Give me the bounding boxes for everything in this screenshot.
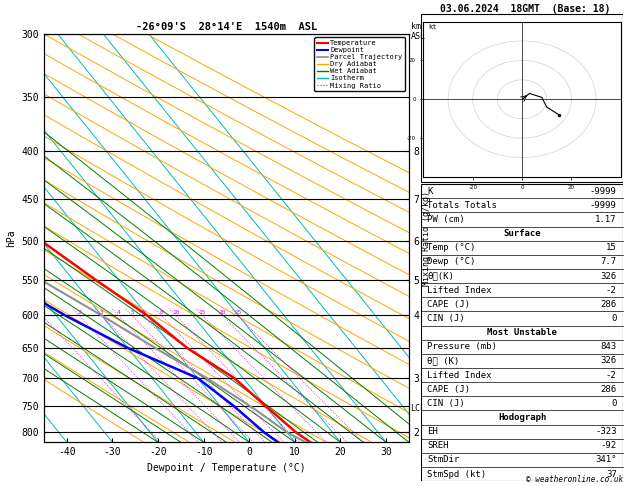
Text: 843: 843	[601, 342, 616, 351]
Text: Most Unstable: Most Unstable	[487, 328, 557, 337]
Text: 0: 0	[611, 314, 616, 323]
Text: 10: 10	[172, 311, 179, 315]
Text: 15: 15	[606, 243, 616, 252]
Text: 286: 286	[601, 385, 616, 394]
Text: 8: 8	[159, 311, 163, 315]
Text: Hodograph: Hodograph	[498, 413, 546, 422]
Text: 0: 0	[611, 399, 616, 408]
Text: 5: 5	[130, 311, 134, 315]
Text: Temp (°C): Temp (°C)	[428, 243, 476, 252]
Text: kt: kt	[428, 24, 437, 30]
Text: CIN (J): CIN (J)	[428, 399, 465, 408]
Text: 3: 3	[100, 311, 104, 315]
Text: -323: -323	[595, 427, 616, 436]
Text: -2: -2	[606, 370, 616, 380]
Text: 1.17: 1.17	[595, 215, 616, 224]
Text: 25: 25	[234, 311, 242, 315]
Bar	[421, 15, 623, 182]
Text: StmDir: StmDir	[428, 455, 460, 465]
Text: km
ASL: km ASL	[411, 22, 426, 41]
Text: 7.7: 7.7	[601, 258, 616, 266]
Text: LCL: LCL	[410, 404, 425, 413]
Text: CIN (J): CIN (J)	[428, 314, 465, 323]
Text: Lifted Index: Lifted Index	[428, 286, 492, 295]
Text: 326: 326	[601, 272, 616, 280]
Text: CAPE (J): CAPE (J)	[428, 300, 470, 309]
Text: EH: EH	[428, 427, 438, 436]
Bar	[421, 184, 623, 481]
Text: StmSpd (kt): StmSpd (kt)	[428, 469, 487, 479]
Text: θᴄ(K): θᴄ(K)	[428, 272, 454, 280]
Text: 20: 20	[218, 311, 226, 315]
Text: Pressure (mb): Pressure (mb)	[428, 342, 498, 351]
Text: CAPE (J): CAPE (J)	[428, 385, 470, 394]
Text: -92: -92	[601, 441, 616, 451]
Text: 37: 37	[606, 469, 616, 479]
Text: PW (cm): PW (cm)	[428, 215, 465, 224]
Text: -9999: -9999	[590, 187, 616, 196]
Text: θᴄ (K): θᴄ (K)	[428, 356, 460, 365]
X-axis label: Dewpoint / Temperature (°C): Dewpoint / Temperature (°C)	[147, 463, 306, 473]
Text: 341°: 341°	[595, 455, 616, 465]
Text: Lifted Index: Lifted Index	[428, 370, 492, 380]
Text: 286: 286	[601, 300, 616, 309]
Text: 03.06.2024  18GMT  (Base: 18): 03.06.2024 18GMT (Base: 18)	[440, 4, 610, 14]
Text: Dewp (°C): Dewp (°C)	[428, 258, 476, 266]
Title: -26°09'S  28°14'E  1540m  ASL: -26°09'S 28°14'E 1540m ASL	[136, 22, 317, 32]
Y-axis label: Mixing Ratio (g/kg): Mixing Ratio (g/kg)	[422, 191, 431, 286]
Text: SREH: SREH	[428, 441, 449, 451]
Text: -2: -2	[606, 286, 616, 295]
Text: 2: 2	[77, 311, 81, 315]
Legend: Temperature, Dewpoint, Parcel Trajectory, Dry Adiabat, Wet Adiabat, Isotherm, Mi: Temperature, Dewpoint, Parcel Trajectory…	[314, 37, 405, 91]
Text: 4: 4	[117, 311, 121, 315]
Y-axis label: hPa: hPa	[6, 229, 16, 247]
Text: Totals Totals: Totals Totals	[428, 201, 498, 210]
Text: 6: 6	[142, 311, 145, 315]
Text: 15: 15	[199, 311, 206, 315]
Text: Surface: Surface	[503, 229, 541, 238]
Text: -9999: -9999	[590, 201, 616, 210]
Text: 326: 326	[601, 356, 616, 365]
Text: © weatheronline.co.uk: © weatheronline.co.uk	[526, 474, 623, 484]
Text: K: K	[428, 187, 433, 196]
